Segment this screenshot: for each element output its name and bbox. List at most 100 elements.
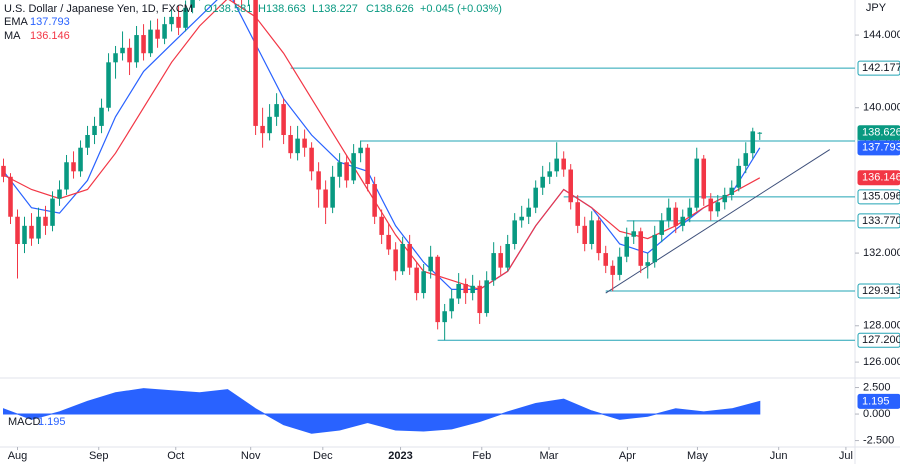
macd-tag-bg [857,393,900,409]
axes: Aug Sep Oct Nov Dec 2023 Feb Mar Apr May Jun Jul 126… [8,29,900,462]
candle-body [29,225,34,239]
candle-body [610,265,615,275]
candle-body [162,24,167,39]
candle-body [71,162,76,172]
level-tag-bg [857,332,900,348]
candle-body [351,153,356,181]
macd-tag: 1.195 [862,395,890,407]
candle-body [547,171,552,177]
ohlc-legend: O138.581 [204,3,252,15]
candle-body [568,169,573,203]
candle-body [323,189,328,208]
candle-body [526,207,531,217]
legend: U.S. Dollar / Japanese Yen, 1D, FXCM MAC… [4,2,887,428]
candle-body [638,231,644,266]
x-tick-label: Feb [472,450,491,462]
candle-body [190,0,195,8]
candle-body [694,158,700,208]
candle-body [561,158,566,170]
candle-body [512,220,517,245]
ohlc-legend: L138.227 [312,3,358,15]
price-pane [1,0,855,341]
candle-body [57,189,62,199]
macd-value: 1.195 [38,416,66,428]
candle-body [148,29,153,54]
x-tick-label: Apr [619,450,636,462]
candle-body [372,184,377,217]
candle-body [673,207,679,226]
indicator-value: 136.146 [30,30,70,42]
candle-body [442,311,447,323]
trendline [605,149,831,294]
candle-body [554,158,559,172]
y-tick-label: 0.000 [863,408,891,420]
candle-body [302,138,307,148]
candle-body [169,16,174,25]
candle-body [274,104,279,117]
candle-body [463,283,468,294]
x-tick-label: Nov [241,450,261,462]
candle-body [43,216,48,226]
price-change: +0.045 (+0.03%) [420,3,502,15]
candle-body [106,62,111,108]
candle-body [575,202,580,226]
candle-body [757,132,763,134]
candle-body [743,153,749,166]
currency: JPY [866,2,887,14]
candle-body [659,220,665,235]
level-tag-bg [857,189,900,205]
candle-body [134,35,139,63]
candle-body [337,162,342,177]
candle-body [379,216,384,235]
candle-body [400,244,405,272]
level-tag: 135.096 [862,191,900,203]
candle-body [470,285,475,294]
candle-body [281,104,286,135]
y-tick-label: 128.000 [863,320,900,332]
candle-body [141,35,146,54]
candle-body [708,198,714,212]
candle-body [729,187,735,195]
candle-body [715,202,721,212]
candle-body [456,283,461,299]
candle-body [750,131,756,154]
candle-body [617,256,622,275]
candle-body [50,198,55,226]
x-tick-label: Aug [8,450,28,462]
candle-body [8,176,13,217]
indicator-tag: 136.146 [862,172,900,184]
candle-body [92,125,97,135]
candle-body [484,280,489,314]
candle-body [449,298,454,312]
x-tick-label: Jul [839,450,853,462]
symbol-title: U.S. Dollar / Japanese Yen, 1D, FXCM [4,3,193,15]
x-tick-label: Sep [89,450,109,462]
indicator-tag: 137.793 [862,142,900,154]
candle-body [589,220,594,245]
candle-body [365,147,370,185]
candle-body [155,29,160,39]
last-price-tag: 138.626 [862,127,900,139]
candle-body [358,147,363,154]
candle-body [267,116,272,134]
indicator-tag-bg [857,170,900,186]
candle-body [316,171,321,190]
candle-body [120,47,125,54]
candle-body [127,47,132,63]
candle-body [309,147,314,172]
candle-body [519,216,524,221]
indicator-name: MA [4,30,21,42]
candle-body [85,134,90,148]
indicator-value: 137.793 [30,16,70,28]
candle-body [407,244,412,268]
macd-area [3,388,761,434]
candle-body [22,225,27,245]
candle-body [652,234,658,263]
x-tick-label: Dec [313,450,333,462]
x-tick-label: Oct [167,450,184,462]
ohlc-legend: H138.663 [258,3,306,15]
candle-body [631,231,636,237]
candle-body [701,158,707,199]
candle-body [64,162,69,190]
